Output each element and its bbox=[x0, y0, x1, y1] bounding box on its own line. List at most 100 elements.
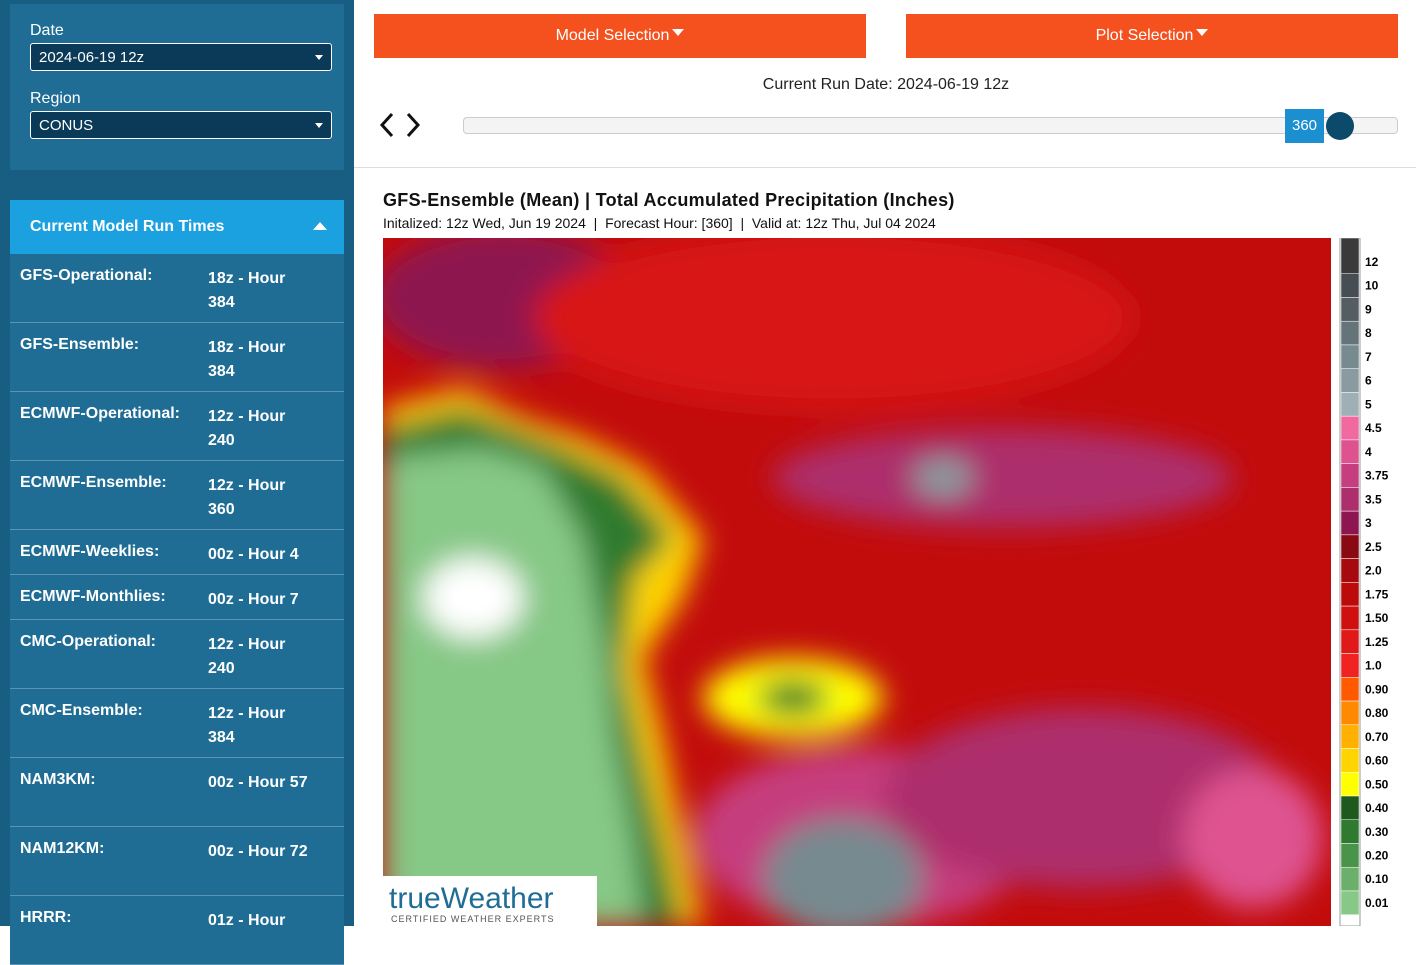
legend-label: 0.10 bbox=[1365, 872, 1389, 886]
legend-label: 3.5 bbox=[1365, 492, 1382, 506]
legend-swatch bbox=[1340, 819, 1360, 844]
legend-swatch bbox=[1340, 866, 1360, 892]
slider-knob[interactable] bbox=[1326, 112, 1354, 140]
legend-label: 8 bbox=[1365, 326, 1372, 340]
run-row: CMC-Ensemble: 12z - Hour 384 bbox=[10, 689, 344, 758]
legend-label: 0.60 bbox=[1365, 754, 1389, 768]
legend-swatch bbox=[1340, 653, 1360, 678]
model-run: 12z - Hour 240 bbox=[208, 636, 286, 677]
runs-title: Current Model Run Times bbox=[30, 218, 225, 235]
plot-subtitle: Initalized: 12z Wed, Jun 19 2024 | Forec… bbox=[383, 215, 936, 231]
legend-swatch bbox=[1340, 582, 1360, 607]
run-date-label: Current Run Date: bbox=[762, 76, 893, 93]
legend-swatch bbox=[1340, 843, 1360, 868]
page: Date 2024-06-19 12z Region CONUS Current… bbox=[0, 0, 1416, 926]
model-run: 01z - Hour bbox=[208, 912, 286, 929]
plot-title: GFS-Ensemble (Mean) | Total Accumulated … bbox=[383, 190, 955, 210]
run-row: ECMWF-Ensemble: 12z - Hour 360 bbox=[10, 461, 344, 530]
legend-swatch bbox=[1340, 368, 1360, 393]
run-row: GFS-Operational: 18z - Hour 384 bbox=[10, 254, 344, 323]
legend-swatch bbox=[1340, 510, 1360, 536]
step-arrows[interactable] bbox=[374, 110, 434, 140]
legend-label: 0.50 bbox=[1365, 777, 1389, 791]
logo-tagline: CERTIFIED WEATHER EXPERTS bbox=[391, 914, 555, 924]
legend-swatch bbox=[1340, 748, 1360, 773]
model-run: 00z - Hour 72 bbox=[208, 843, 308, 860]
legend-swatch bbox=[1340, 677, 1360, 702]
run-row: HRRR: 01z - Hour bbox=[10, 896, 344, 965]
legend-label: 4 bbox=[1365, 445, 1372, 459]
model-name: ECMWF-Monthlies: bbox=[20, 588, 166, 605]
legend-label: 6 bbox=[1365, 374, 1372, 388]
divider bbox=[354, 167, 1416, 168]
model-selection-button[interactable]: Model Selection bbox=[374, 14, 866, 58]
legend-swatch bbox=[1340, 534, 1360, 559]
precip-map: trueWeather CERTIFIED WEATHER EXPERTS bbox=[383, 238, 1331, 926]
legend-label: 0.01 bbox=[1365, 896, 1389, 910]
legend-label: 5 bbox=[1365, 397, 1372, 411]
legend-swatch bbox=[1340, 795, 1360, 821]
legend-swatch bbox=[1340, 273, 1360, 298]
legend-label: 1.50 bbox=[1365, 611, 1389, 625]
run-row: NAM12KM: 00z - Hour 72 bbox=[10, 827, 344, 896]
legend-label: 4.5 bbox=[1365, 421, 1382, 435]
legend-label: 1.0 bbox=[1365, 659, 1382, 673]
plot-selection-button[interactable]: Plot Selection bbox=[906, 14, 1398, 58]
model-name: GFS-Ensemble: bbox=[20, 336, 140, 353]
legend-label: 0.30 bbox=[1365, 825, 1389, 839]
legend-label: 9 bbox=[1365, 302, 1372, 316]
model-run: 00z - Hour 57 bbox=[208, 774, 308, 791]
legend-swatch bbox=[1340, 700, 1360, 726]
model-run: 12z - Hour 360 bbox=[208, 477, 286, 518]
region-select[interactable]: CONUS bbox=[30, 111, 332, 139]
model-run: 00z - Hour 4 bbox=[208, 546, 299, 563]
run-row: ECMWF-Monthlies: 00z - Hour 7 bbox=[10, 575, 344, 620]
legend-swatch bbox=[1340, 487, 1360, 512]
model-run: 12z - Hour 384 bbox=[208, 705, 286, 746]
legend-swatch bbox=[1340, 344, 1360, 369]
model-run: 12z - Hour 240 bbox=[208, 408, 286, 449]
legend-label: 0.90 bbox=[1365, 682, 1389, 696]
run-row: ECMWF-Weeklies: 00z - Hour 4 bbox=[10, 530, 344, 575]
model-run: 18z - Hour 384 bbox=[208, 270, 286, 311]
run-row: GFS-Ensemble: 18z - Hour 384 bbox=[10, 323, 344, 392]
region-label: Region bbox=[30, 90, 81, 107]
legend-label: 0.20 bbox=[1365, 849, 1389, 863]
run-row: ECMWF-Operational: 12z - Hour 240 bbox=[10, 392, 344, 461]
legend-label: 2.5 bbox=[1365, 540, 1382, 554]
legend-label: 0.70 bbox=[1365, 730, 1389, 744]
hour-slider[interactable] bbox=[463, 117, 1398, 134]
collapse-icon bbox=[313, 222, 327, 230]
legend-swatch bbox=[1340, 297, 1360, 322]
runs-header[interactable]: Current Model Run Times bbox=[10, 200, 344, 254]
model-name: CMC-Operational: bbox=[20, 633, 156, 650]
legend-swatch bbox=[1340, 724, 1360, 749]
legend-swatch bbox=[1340, 320, 1360, 346]
run-row: NAM3KM: 00z - Hour 57 bbox=[10, 758, 344, 827]
model-name: GFS-Operational: bbox=[20, 267, 153, 284]
legend-swatch bbox=[1340, 463, 1360, 488]
legend-swatch bbox=[1340, 629, 1360, 654]
legend-label: 0.40 bbox=[1365, 801, 1389, 815]
model-name: NAM12KM: bbox=[20, 840, 105, 857]
model-name: ECMWF-Operational: bbox=[20, 405, 180, 422]
date-select[interactable]: 2024-06-19 12z bbox=[30, 43, 332, 71]
legend-swatch bbox=[1340, 890, 1360, 915]
model-run: 00z - Hour 7 bbox=[208, 591, 299, 608]
run-date-value: 2024-06-19 12z bbox=[897, 76, 1010, 93]
legend-label: 10 bbox=[1365, 279, 1379, 293]
legend-label: 3.75 bbox=[1365, 469, 1389, 483]
run-date: Current Run Date: 2024-06-19 12z bbox=[374, 76, 1398, 94]
legend-label: 7 bbox=[1365, 350, 1372, 364]
legend-label: 2.0 bbox=[1365, 564, 1382, 578]
legend-swatch bbox=[1340, 392, 1360, 417]
model-name: HRRR: bbox=[20, 909, 72, 926]
legend-swatch bbox=[1340, 558, 1360, 583]
legend-swatch bbox=[1340, 238, 1360, 274]
date-label: Date bbox=[30, 22, 64, 39]
color-legend: 12 10 9 8 7 6 5 4.5 4 3.75 3.5 3 2.5 2.0 1.75 1.50 1.25 1… bbox=[1339, 238, 1389, 926]
slider-value: 360 bbox=[1285, 109, 1324, 143]
logo: trueWeather bbox=[389, 882, 554, 915]
model-name: ECMWF-Ensemble: bbox=[20, 474, 167, 491]
legend-label: 1.75 bbox=[1365, 587, 1389, 601]
